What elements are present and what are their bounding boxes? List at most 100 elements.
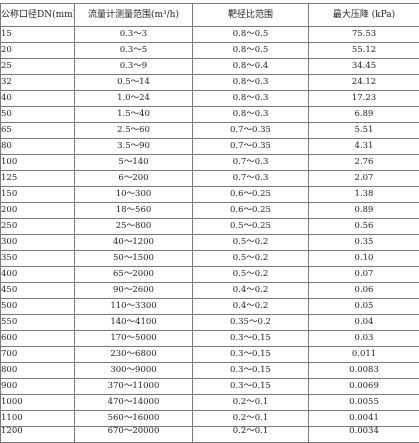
- cell-nominal-diameter: 50: [1, 107, 75, 123]
- cell-flow-range: 1.5～40: [75, 107, 193, 123]
- cell-max-pressure-drop: 2.07: [309, 171, 419, 187]
- cell-nominal-diameter: 150: [1, 187, 75, 203]
- table-header: 公称口径DN(mm) 流量计测量范围(m³/h) 靶径比范围 最大压降 (kPa…: [1, 4, 419, 27]
- cell-nominal-diameter: 250: [1, 219, 75, 235]
- cell-nominal-diameter: 15: [1, 27, 75, 43]
- cell-max-pressure-drop: 0.06: [309, 283, 419, 299]
- cell-target-ratio: 0.3～0.15: [193, 347, 309, 363]
- cell-target-ratio: 0.8～0.3: [193, 75, 309, 91]
- cell-target-ratio: 0.8～0.3: [193, 107, 309, 123]
- cell-target-ratio: 0.6～0.25: [193, 187, 309, 203]
- cell-nominal-diameter: 125: [1, 171, 75, 187]
- cell-target-ratio: 0.5～0.25: [193, 219, 309, 235]
- cell-target-ratio: 0.2～0.1: [193, 427, 309, 443]
- cell-target-ratio: 0.8～0.5: [193, 27, 309, 43]
- cell-flow-range: 0.3～5: [75, 43, 193, 59]
- cell-max-pressure-drop: 0.07: [309, 267, 419, 283]
- cell-flow-range: 470～14000: [75, 395, 193, 411]
- cell-target-ratio: 0.8～0.3: [193, 91, 309, 107]
- cell-flow-range: 0.5～14: [75, 75, 193, 91]
- cell-max-pressure-drop: 0.011: [309, 347, 419, 363]
- cell-max-pressure-drop: 34.45: [309, 59, 419, 75]
- cell-flow-range: 18～560: [75, 203, 193, 219]
- cell-max-pressure-drop: 0.03: [309, 331, 419, 347]
- cell-nominal-diameter: 800: [1, 363, 75, 379]
- cell-nominal-diameter: 550: [1, 315, 75, 331]
- cell-max-pressure-drop: 0.04: [309, 315, 419, 331]
- cell-target-ratio: 0.8～0.4: [193, 59, 309, 75]
- cell-max-pressure-drop: 0.89: [309, 203, 419, 219]
- cell-flow-range: 25～800: [75, 219, 193, 235]
- cell-nominal-diameter: 65: [1, 123, 75, 139]
- cell-flow-range: 65～2000: [75, 267, 193, 283]
- cell-nominal-diameter: 40: [1, 91, 75, 107]
- cell-target-ratio: 0.7～0.35: [193, 139, 309, 155]
- cell-flow-range: 370～11000: [75, 379, 193, 395]
- cell-target-ratio: 0.5～0.2: [193, 251, 309, 267]
- cell-nominal-diameter: 1200: [1, 427, 75, 443]
- cell-max-pressure-drop: 1.38: [309, 187, 419, 203]
- cell-nominal-diameter: 1100: [1, 411, 75, 427]
- cell-target-ratio: 0.7～0.35: [193, 123, 309, 139]
- cell-flow-range: 560～16000: [75, 411, 193, 427]
- cell-nominal-diameter: 200: [1, 203, 75, 219]
- cell-max-pressure-drop: 0.35: [309, 235, 419, 251]
- cell-target-ratio: 0.4～0.2: [193, 299, 309, 315]
- cell-nominal-diameter: 80: [1, 139, 75, 155]
- cell-nominal-diameter: 500: [1, 299, 75, 315]
- cell-flow-range: 140～4100: [75, 315, 193, 331]
- cell-max-pressure-drop: 0.10: [309, 251, 419, 267]
- cell-target-ratio: 0.2～0.1: [193, 395, 309, 411]
- cell-flow-range: 0.3～3: [75, 27, 193, 43]
- cell-nominal-diameter: 450: [1, 283, 75, 299]
- cell-flow-range: 10～300: [75, 187, 193, 203]
- cell-max-pressure-drop: 0.0083: [309, 363, 419, 379]
- cell-nominal-diameter: 300: [1, 235, 75, 251]
- cell-nominal-diameter: 400: [1, 267, 75, 283]
- spec-table: 公称口径DN(mm) 流量计测量范围(m³/h) 靶径比范围 最大压降 (kPa…: [0, 3, 419, 443]
- cell-target-ratio: 0.6～0.25: [193, 203, 309, 219]
- cell-nominal-diameter: 900: [1, 379, 75, 395]
- cell-flow-range: 230～6800: [75, 347, 193, 363]
- cell-max-pressure-drop: 5.51: [309, 123, 419, 139]
- cell-flow-range: 170～5000: [75, 331, 193, 347]
- cell-flow-range: 3.5～90: [75, 139, 193, 155]
- cell-flow-range: 670～20000: [75, 427, 193, 443]
- cell-nominal-diameter: 25: [1, 59, 75, 75]
- cell-max-pressure-drop: 0.0041: [309, 411, 419, 427]
- cell-max-pressure-drop: 6.89: [309, 107, 419, 123]
- cell-target-ratio: 0.2～0.1: [193, 411, 309, 427]
- cell-target-ratio: 0.3～0.15: [193, 363, 309, 379]
- cell-nominal-diameter: 350: [1, 251, 75, 267]
- cell-nominal-diameter: 600: [1, 331, 75, 347]
- cell-max-pressure-drop: 55.12: [309, 43, 419, 59]
- cell-max-pressure-drop: 0.56: [309, 219, 419, 235]
- cell-flow-range: 40～1200: [75, 235, 193, 251]
- cell-flow-range: 0.3～9: [75, 59, 193, 75]
- cell-flow-range: 2.5～60: [75, 123, 193, 139]
- header-target-ratio: 靶径比范围: [193, 4, 309, 27]
- cell-nominal-diameter: 1000: [1, 395, 75, 411]
- cell-max-pressure-drop: 2.76: [309, 155, 419, 171]
- cell-max-pressure-drop: 17.23: [309, 91, 419, 107]
- cell-max-pressure-drop: 24.12: [309, 75, 419, 91]
- cell-max-pressure-drop: 0.0069: [309, 379, 419, 395]
